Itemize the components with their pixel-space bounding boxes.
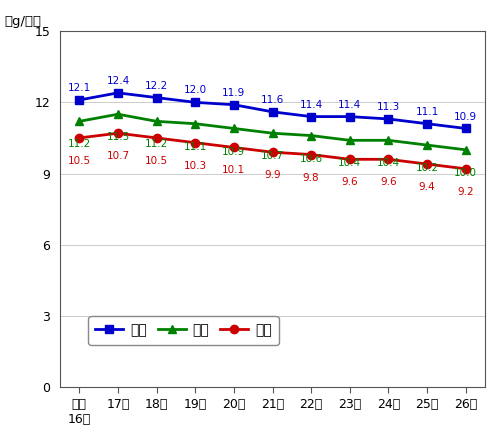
総数 xyxy=(192,121,198,126)
総数 xyxy=(424,142,430,148)
男性 xyxy=(231,102,237,107)
Text: 10.0: 10.0 xyxy=(454,168,477,178)
女性 xyxy=(424,162,430,167)
男性 xyxy=(386,116,392,121)
Text: 10.6: 10.6 xyxy=(300,154,322,164)
Line: 男性: 男性 xyxy=(75,89,470,133)
Text: 11.4: 11.4 xyxy=(338,100,361,109)
Text: 11.4: 11.4 xyxy=(300,100,323,109)
男性 xyxy=(424,121,430,126)
総数 xyxy=(270,130,276,136)
総数 xyxy=(115,112,121,117)
Text: 12.0: 12.0 xyxy=(184,85,207,95)
Text: 11.6: 11.6 xyxy=(261,95,284,105)
Text: 9.2: 9.2 xyxy=(458,187,474,197)
Text: 11.5: 11.5 xyxy=(106,132,130,142)
Line: 総数: 総数 xyxy=(75,110,470,154)
Text: 10.1: 10.1 xyxy=(222,166,246,175)
男性 xyxy=(347,114,353,119)
Text: （g/日）: （g/日） xyxy=(5,15,42,28)
男性 xyxy=(308,114,314,119)
女性 xyxy=(270,150,276,155)
Line: 女性: 女性 xyxy=(75,129,470,173)
Text: 10.9: 10.9 xyxy=(454,112,477,121)
Text: 10.7: 10.7 xyxy=(106,151,130,161)
男性 xyxy=(154,95,160,100)
女性 xyxy=(231,145,237,150)
女性 xyxy=(76,135,82,141)
Text: 10.2: 10.2 xyxy=(416,163,438,173)
男性 xyxy=(270,109,276,114)
Text: 11.2: 11.2 xyxy=(145,139,168,150)
女性 xyxy=(347,157,353,162)
男性 xyxy=(115,90,121,96)
総数 xyxy=(308,133,314,138)
総数 xyxy=(386,138,392,143)
Text: 12.1: 12.1 xyxy=(68,83,91,93)
Text: 12.4: 12.4 xyxy=(106,76,130,86)
男性 xyxy=(192,100,198,105)
総数 xyxy=(154,119,160,124)
総数 xyxy=(462,147,468,153)
Text: 11.9: 11.9 xyxy=(222,88,246,98)
男性 xyxy=(462,126,468,131)
Text: 11.2: 11.2 xyxy=(68,139,91,150)
Text: 9.9: 9.9 xyxy=(264,170,281,180)
総数 xyxy=(231,126,237,131)
Text: 10.3: 10.3 xyxy=(184,161,207,171)
Text: 9.6: 9.6 xyxy=(342,178,358,187)
Text: 9.8: 9.8 xyxy=(303,173,320,182)
女性 xyxy=(192,140,198,146)
Text: 11.1: 11.1 xyxy=(184,142,207,152)
男性 xyxy=(76,97,82,103)
Text: 9.4: 9.4 xyxy=(418,182,436,192)
女性 xyxy=(115,130,121,136)
Text: 10.5: 10.5 xyxy=(145,156,168,166)
総数 xyxy=(76,119,82,124)
Text: 11.3: 11.3 xyxy=(377,102,400,112)
Text: 10.9: 10.9 xyxy=(222,146,246,157)
女性 xyxy=(308,152,314,157)
Text: 10.5: 10.5 xyxy=(68,156,91,166)
Text: 10.7: 10.7 xyxy=(261,151,284,161)
総数 xyxy=(347,138,353,143)
Text: 12.2: 12.2 xyxy=(145,81,168,91)
Legend: 男性, 総数, 女性: 男性, 総数, 女性 xyxy=(88,316,278,344)
女性 xyxy=(462,166,468,171)
Text: 9.6: 9.6 xyxy=(380,178,396,187)
女性 xyxy=(386,157,392,162)
Text: 11.1: 11.1 xyxy=(416,107,438,117)
Text: 10.4: 10.4 xyxy=(338,158,361,168)
Text: 10.4: 10.4 xyxy=(377,158,400,168)
女性 xyxy=(154,135,160,141)
